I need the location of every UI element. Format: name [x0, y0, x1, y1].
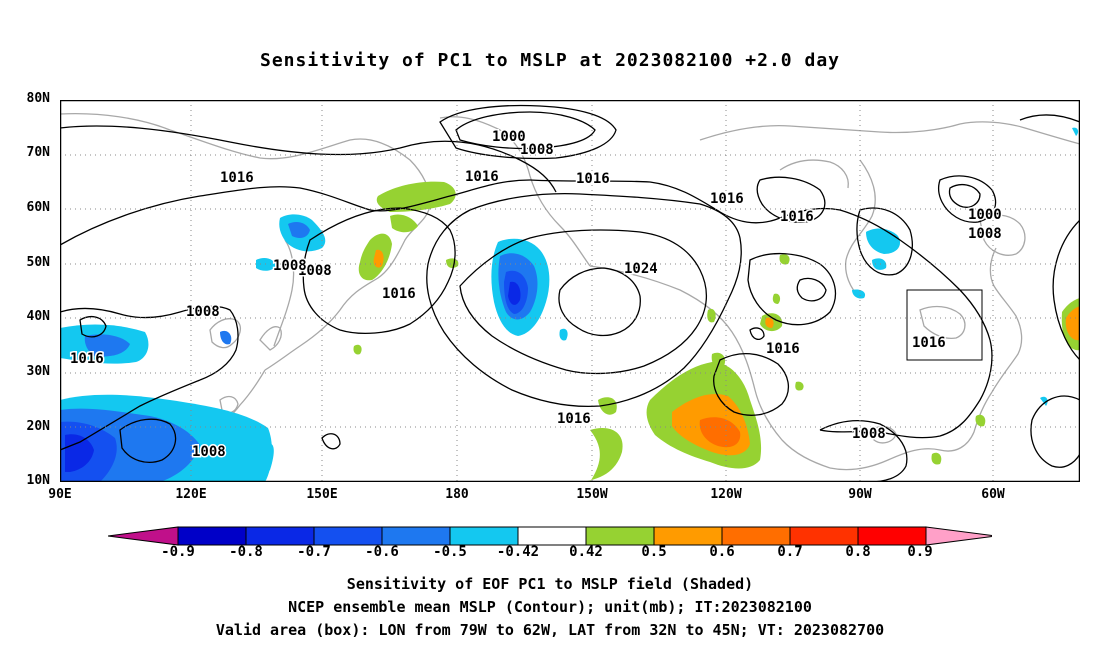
lon-label-120w: 120W: [710, 487, 742, 502]
colorbar-label: 0.6: [709, 544, 735, 560]
colorbar-swatch: [517, 526, 587, 546]
valid-area-box: [906, 289, 983, 361]
colorbar-swatch: [245, 526, 315, 546]
colorbar-label: 0.8: [845, 544, 871, 560]
contour-label: 1000: [492, 129, 526, 145]
lon-label-180: 180: [445, 487, 469, 502]
contour-label: 1024: [624, 261, 658, 277]
lat-label-20n: 20N: [26, 419, 50, 434]
colorbar-label: -0.7: [297, 544, 331, 560]
lon-label-150w: 150W: [576, 487, 608, 502]
contour-label: 1016: [576, 171, 610, 187]
colorbar-label: 0.9: [907, 544, 933, 560]
contour-label: 1016: [557, 411, 591, 427]
contour-label: 1016: [220, 170, 254, 186]
colorbar-label: -0.5: [433, 544, 467, 560]
graticule: [60, 100, 1080, 482]
contour-label: 1016: [912, 335, 946, 351]
contour-label: 1008: [186, 304, 220, 320]
contour-label: 1016: [465, 169, 499, 185]
colorbar-label: 0.42: [569, 544, 603, 560]
colorbar-swatch: [313, 526, 383, 546]
contour-label: 1008: [192, 444, 226, 460]
contour-label: 1008: [298, 263, 332, 279]
shading-positive: [353, 181, 1080, 482]
contour-label: 1016: [382, 286, 416, 302]
mslp-contours: [60, 104, 1080, 482]
lat-label-30n: 30N: [26, 364, 50, 379]
colorbar-swatch: [789, 526, 859, 546]
colorbar-label: -0.6: [365, 544, 399, 560]
colorbar-swatch: [653, 526, 723, 546]
contour-label: 1016: [70, 351, 104, 367]
colorbar-label: 0.7: [777, 544, 803, 560]
colorbar-label: -0.9: [161, 544, 195, 560]
contour-label: 1000: [968, 207, 1002, 223]
map-panel: 1000 1008 1016 1016 1016 1016 1016 1008 …: [60, 100, 1080, 482]
footer-line-2: NCEP ensemble mean MSLP (Contour); unit(…: [288, 598, 812, 616]
contour-label: 1008: [273, 258, 307, 274]
lat-label-10n: 10N: [26, 473, 50, 488]
colorbar: [108, 526, 992, 546]
colorbar-swatch: [108, 526, 179, 546]
lon-label-90w: 90W: [848, 487, 872, 502]
map-title: Sensitivity of PC1 to MSLP at 2023082100…: [259, 50, 840, 71]
colorbar-label: -0.8: [229, 544, 263, 560]
contour-label: 1016: [780, 209, 814, 225]
footer-line-1: Sensitivity of EOF PC1 to MSLP field (Sh…: [346, 575, 754, 593]
contour-label-group: 1000 1008 1016 1016 1016 1016 1016 1008 …: [69, 128, 1004, 462]
lon-label-150e: 150E: [306, 487, 338, 502]
colorbar-swatch: [721, 526, 791, 546]
lat-label-80n: 80N: [26, 91, 50, 106]
colorbar-swatch: [857, 526, 927, 546]
lat-label-50n: 50N: [26, 255, 50, 270]
lat-label-60n: 60N: [26, 200, 50, 215]
footer-line-3: Valid area (box): LON from 79W to 62W, L…: [215, 621, 885, 639]
colorbar-swatch: [449, 526, 519, 546]
colorbar-swatch: [925, 526, 992, 546]
contour-label: 1016: [766, 341, 800, 357]
contour-label: 1008: [852, 426, 886, 442]
lon-label-90e: 90E: [48, 487, 72, 502]
colorbar-swatch: [585, 526, 655, 546]
lon-label-60w: 60W: [981, 487, 1005, 502]
contour-label: 1016: [710, 191, 744, 207]
contour-label: 1008: [968, 226, 1002, 242]
contour-label: 1008: [520, 142, 554, 158]
colorbar-swatch: [177, 526, 247, 546]
colorbar-label: 0.5: [641, 544, 667, 560]
lat-label-70n: 70N: [26, 145, 50, 160]
lat-label-40n: 40N: [26, 309, 50, 324]
colorbar-swatch: [381, 526, 451, 546]
lon-label-120e: 120E: [175, 487, 207, 502]
colorbar-label: -0.42: [496, 544, 540, 560]
